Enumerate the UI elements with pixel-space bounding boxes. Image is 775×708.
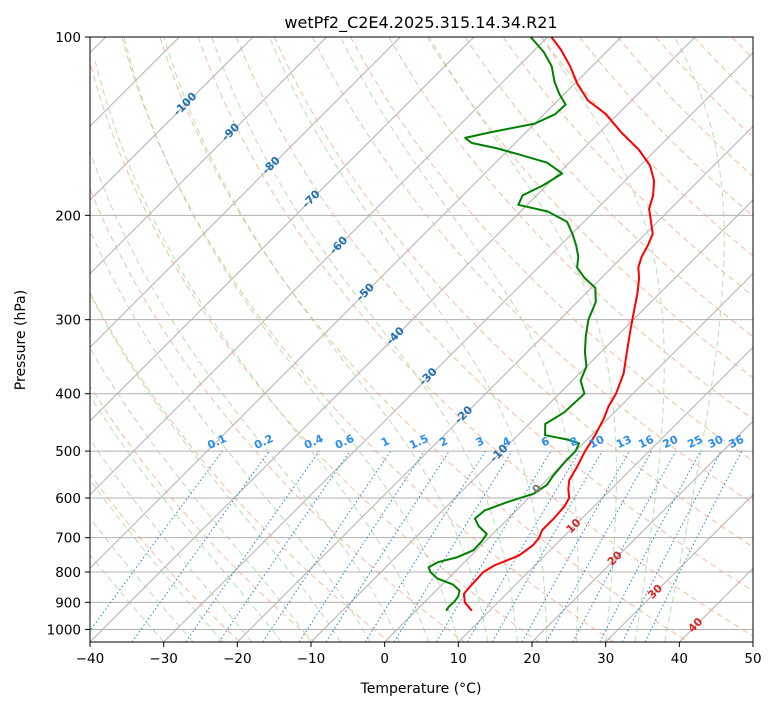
y-tick-label: 700 (55, 531, 81, 547)
isotherm (90, 37, 328, 275)
x-tick-label: −40 (76, 651, 105, 667)
y-axis-label: Pressure (hPa) (13, 290, 29, 390)
axes: −40 −30 −20 −10 0 10 20 30 40 50 100 200 300 400 500 60… (47, 30, 762, 667)
moist-adiabat (90, 149, 400, 642)
mixing-ratio-line (298, 450, 425, 642)
x-tick-label: −20 (223, 651, 252, 667)
data-series (427, 37, 656, 612)
mixing-ratio-label: 36 (727, 433, 747, 451)
isotherm (90, 37, 549, 496)
mixing-ratio-label: 20 (661, 433, 681, 451)
isotherm (457, 346, 753, 642)
y-tick-label: 200 (55, 208, 81, 224)
isotherm (531, 420, 753, 642)
moist-adiabat (90, 293, 341, 642)
x-tick-label: 40 (671, 651, 688, 667)
mixing-ratio-line (644, 450, 743, 642)
dry-adiabat (90, 61, 540, 642)
y-tick-label: 300 (55, 313, 81, 329)
plot-frame (89, 36, 754, 643)
y-tick-label: 500 (55, 444, 81, 460)
isotherm (90, 37, 401, 349)
moist-adiabat (90, 347, 312, 642)
dry-adiabat (197, 37, 753, 637)
moist-adiabat (90, 229, 371, 642)
mixing-ratio-label: 30 (706, 433, 726, 451)
y-tick-label: 600 (55, 491, 81, 507)
isotherm (90, 37, 622, 570)
mixing-ratio-line (90, 450, 223, 632)
isotherm (90, 37, 254, 201)
moist-adiabat (664, 37, 725, 642)
moist-adiabat (269, 37, 548, 642)
mixing-ratio-line (185, 450, 320, 642)
dry-adiabat (388, 37, 753, 420)
moist-adiabat (540, 37, 665, 642)
y-tick-label: 100 (55, 30, 81, 46)
moist-adiabat (94, 61, 430, 642)
y-tick-label: 900 (55, 595, 81, 611)
isotherm (163, 51, 753, 642)
isotherm (90, 37, 475, 422)
dewpoint-line (427, 37, 597, 612)
dry-adiabat (90, 385, 316, 642)
x-tick-label: 0 (380, 651, 389, 667)
isotherm (384, 272, 753, 642)
mixing-ratio-label: 13 (614, 433, 633, 451)
moist-adiabat (90, 394, 282, 642)
mixing-ratio-line (545, 450, 653, 642)
dry-adiabat (90, 187, 465, 642)
x-axis-label: Temperature (°C) (360, 681, 482, 697)
isotherm (90, 37, 696, 642)
y-tick-label: 400 (55, 387, 81, 403)
mixing-ratio-line (218, 450, 351, 642)
mixing-ratio-label: 10 (587, 433, 607, 451)
mixing-ratio-line (521, 450, 630, 642)
y-tick-label: 1000 (47, 622, 81, 638)
isotherm (236, 125, 753, 642)
chart-title: wetPf2_C2E4.2025.315.14.34.R21 (284, 13, 557, 33)
x-tick-label: 20 (523, 651, 540, 667)
x-tick-label: −10 (297, 651, 326, 667)
mixing-ratio-line (325, 450, 450, 642)
dry-adiabat (273, 37, 753, 548)
moist-adiabat (123, 37, 459, 642)
moist-adiabat (163, 37, 489, 642)
dry-adiabat (159, 37, 689, 642)
y-tick-label: 800 (55, 565, 81, 581)
mixing-ratio-line (262, 450, 392, 642)
mixing-ratio-line (393, 450, 513, 642)
mixing-ratio-line (131, 450, 270, 642)
moist-adiabat (90, 479, 223, 642)
x-tick-label: 30 (597, 651, 614, 667)
mixing-ratio-line (572, 450, 677, 642)
background-grid (90, 37, 753, 642)
moist-adiabat (90, 438, 253, 642)
dry-adiabat (121, 37, 614, 642)
x-tick-label: 10 (450, 651, 467, 667)
moist-adiabat (211, 37, 518, 642)
mixing-ratio-label: 16 (636, 433, 656, 451)
isotherm (605, 493, 753, 642)
x-tick-label: 50 (744, 651, 761, 667)
mixing-ratio-label: 25 (685, 433, 704, 451)
moist-adiabat (428, 37, 617, 642)
isotherm (310, 199, 753, 642)
x-tick-label: −30 (149, 651, 178, 667)
moist-adiabat (340, 37, 579, 642)
dry-adiabat (426, 37, 753, 379)
temperature-line (463, 37, 656, 612)
